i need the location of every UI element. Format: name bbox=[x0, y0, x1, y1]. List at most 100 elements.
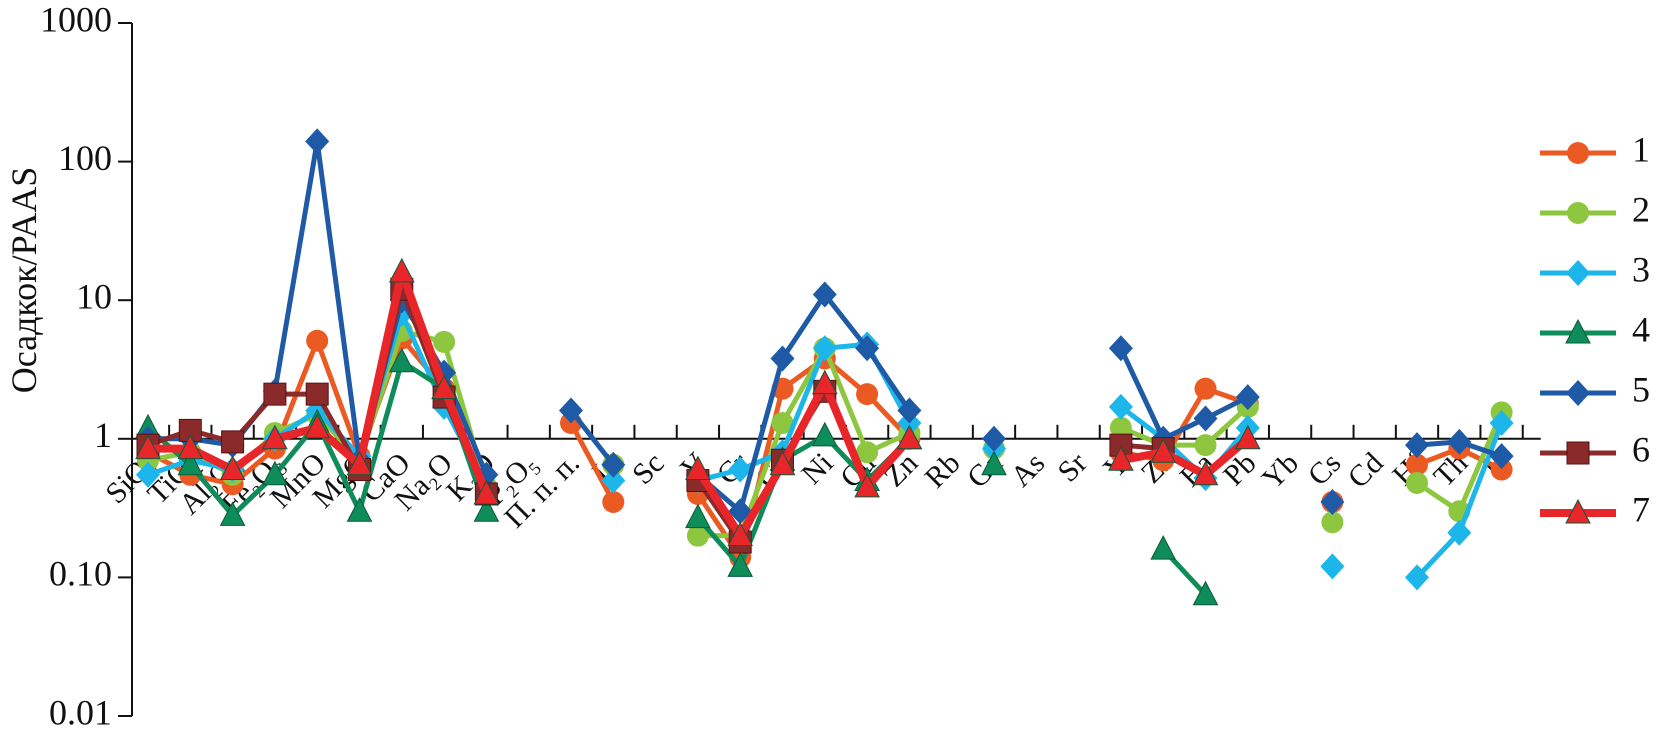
y-tick-label: 0.01 bbox=[49, 692, 112, 732]
data-point bbox=[771, 412, 794, 435]
data-point bbox=[221, 430, 245, 454]
data-point bbox=[686, 524, 709, 547]
y-tick-label: 0.10 bbox=[49, 554, 112, 594]
data-point bbox=[135, 434, 161, 460]
data-point bbox=[305, 382, 329, 406]
series bbox=[135, 257, 1261, 547]
data-point bbox=[1320, 488, 1345, 515]
y-tick-label: 10 bbox=[76, 276, 112, 316]
data-point bbox=[1321, 511, 1344, 534]
x-tick-label: Yb bbox=[1256, 446, 1305, 495]
data-point bbox=[473, 479, 500, 505]
x-tick-label: Sr bbox=[1051, 446, 1093, 488]
legend-label: 3 bbox=[1632, 249, 1650, 289]
data-point bbox=[1193, 405, 1218, 432]
data-point bbox=[1192, 580, 1219, 606]
data-point bbox=[1108, 335, 1133, 362]
y-tick-label: 1000 bbox=[40, 0, 112, 39]
data-point bbox=[388, 257, 415, 283]
data-point bbox=[346, 450, 373, 476]
legend-label: 7 bbox=[1632, 489, 1650, 529]
data-point bbox=[1447, 428, 1472, 455]
data-point bbox=[896, 424, 923, 450]
x-tick-label: As bbox=[1004, 446, 1051, 493]
data-point bbox=[1320, 553, 1345, 580]
data-point bbox=[177, 434, 204, 460]
legend-label: 2 bbox=[1632, 189, 1650, 229]
data-point bbox=[559, 397, 583, 424]
data-point bbox=[727, 521, 754, 547]
y-tick-label: 100 bbox=[58, 138, 112, 178]
legend-marker bbox=[1565, 498, 1591, 524]
data-point bbox=[728, 456, 753, 483]
legend-label: 6 bbox=[1632, 429, 1650, 469]
x-tick-label: Ni bbox=[795, 446, 840, 491]
data-point bbox=[262, 460, 288, 486]
data-point bbox=[1194, 377, 1217, 400]
data-point bbox=[728, 498, 753, 525]
x-tick-label: Sc bbox=[626, 446, 671, 491]
data-point bbox=[219, 455, 246, 481]
data-point bbox=[811, 369, 838, 395]
data-point bbox=[219, 501, 246, 526]
data-point bbox=[1405, 432, 1429, 459]
data-point bbox=[1490, 458, 1513, 481]
data-point bbox=[812, 281, 837, 308]
x-tick-label: Cd bbox=[1342, 446, 1390, 494]
data-point bbox=[685, 455, 711, 481]
data-point bbox=[136, 461, 160, 488]
data-point bbox=[1194, 434, 1217, 457]
data-point bbox=[1150, 438, 1177, 463]
legend-marker bbox=[1567, 202, 1589, 224]
legend-marker bbox=[1566, 260, 1590, 286]
series-line bbox=[147, 286, 1164, 545]
data-point bbox=[1406, 471, 1428, 494]
data-point bbox=[601, 451, 626, 478]
x-tick-label: Cs bbox=[1302, 446, 1348, 492]
data-point bbox=[1192, 460, 1219, 486]
data-point bbox=[263, 382, 287, 406]
data-point bbox=[1234, 424, 1261, 450]
data-point bbox=[431, 374, 457, 400]
data-point bbox=[433, 330, 456, 353]
data-point bbox=[854, 472, 880, 498]
data-point bbox=[1108, 393, 1133, 420]
legend-label: 1 bbox=[1632, 129, 1650, 169]
data-point bbox=[1489, 443, 1514, 470]
data-point bbox=[473, 497, 500, 522]
data-point bbox=[305, 128, 330, 155]
series bbox=[136, 277, 1175, 554]
data-point bbox=[856, 441, 879, 464]
legend-label: 4 bbox=[1632, 309, 1650, 349]
data-point bbox=[981, 450, 1007, 476]
data-point bbox=[1489, 410, 1514, 437]
data-point bbox=[1109, 416, 1132, 439]
data-point bbox=[812, 335, 837, 362]
data-point bbox=[855, 335, 880, 362]
data-point bbox=[1150, 535, 1177, 560]
legend-marker bbox=[1566, 441, 1590, 465]
data-point bbox=[388, 347, 415, 373]
data-point bbox=[685, 503, 711, 529]
data-point bbox=[727, 552, 754, 577]
data-point bbox=[897, 397, 922, 424]
legend-marker bbox=[1565, 318, 1591, 344]
data-point bbox=[982, 425, 1006, 452]
data-point bbox=[304, 413, 331, 439]
data-point bbox=[856, 383, 879, 406]
data-point bbox=[1405, 564, 1429, 591]
data-point bbox=[1406, 453, 1428, 476]
data-point bbox=[1108, 446, 1134, 471]
data-point bbox=[177, 450, 204, 476]
data-point bbox=[306, 329, 329, 352]
y-axis-label: Осадкок/PAAS bbox=[4, 167, 44, 394]
legend-marker bbox=[1567, 142, 1589, 164]
data-point bbox=[346, 497, 373, 522]
data-point bbox=[811, 421, 838, 447]
y-tick-label: 1 bbox=[94, 415, 112, 455]
data-point bbox=[769, 450, 796, 476]
data-point bbox=[601, 467, 626, 494]
data-point bbox=[262, 424, 288, 450]
data-point bbox=[602, 490, 625, 513]
data-point bbox=[770, 345, 795, 372]
